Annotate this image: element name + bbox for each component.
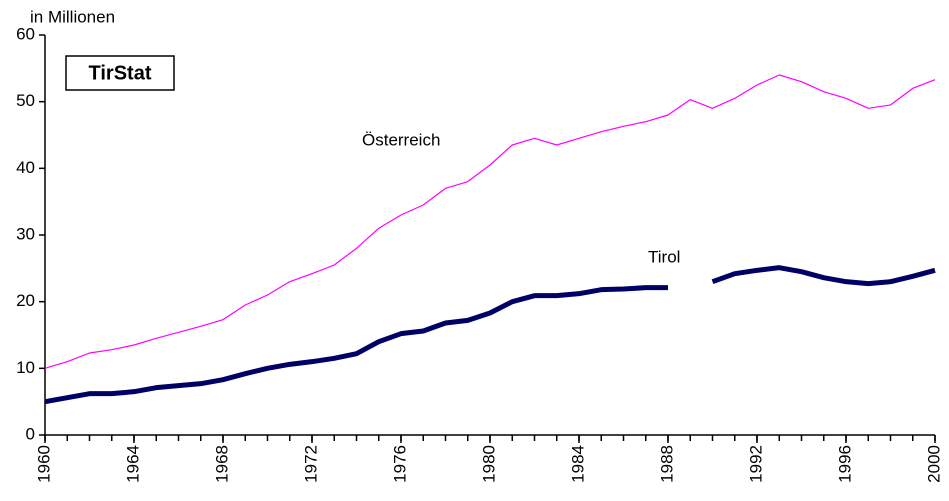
x-tick-label: 1972 bbox=[301, 445, 320, 483]
badge: TirStat bbox=[89, 62, 152, 84]
y-tick-label: 50 bbox=[16, 91, 35, 110]
x-tick-label: 1988 bbox=[657, 445, 676, 483]
x-tick-label: 1992 bbox=[746, 445, 765, 483]
x-tick-label: 1960 bbox=[34, 445, 53, 483]
x-tick-label: 1996 bbox=[835, 445, 854, 483]
y-tick-label: 60 bbox=[16, 24, 35, 43]
y-unit: in Millionen bbox=[30, 7, 115, 26]
y-tick-label: 20 bbox=[16, 291, 35, 310]
line-series bbox=[44, 74, 936, 369]
y-tick-label: 0 bbox=[26, 424, 35, 443]
series-label: Österreich bbox=[362, 130, 440, 149]
x-tick-label: 1964 bbox=[123, 445, 142, 483]
series-label: Tirol bbox=[648, 247, 680, 266]
x-tick-label: 2000 bbox=[924, 445, 943, 483]
y-tick-label: 40 bbox=[16, 158, 35, 177]
y-tick-label: 10 bbox=[16, 358, 35, 377]
x-tick-label: 1976 bbox=[390, 445, 409, 483]
x-tick-label: 1968 bbox=[212, 445, 231, 483]
x-tick-label: 1980 bbox=[479, 445, 498, 483]
y-tick-label: 30 bbox=[16, 224, 35, 243]
x-tick-label: 1984 bbox=[568, 445, 587, 483]
badge-box bbox=[65, 55, 175, 91]
line-series bbox=[44, 265, 936, 405]
